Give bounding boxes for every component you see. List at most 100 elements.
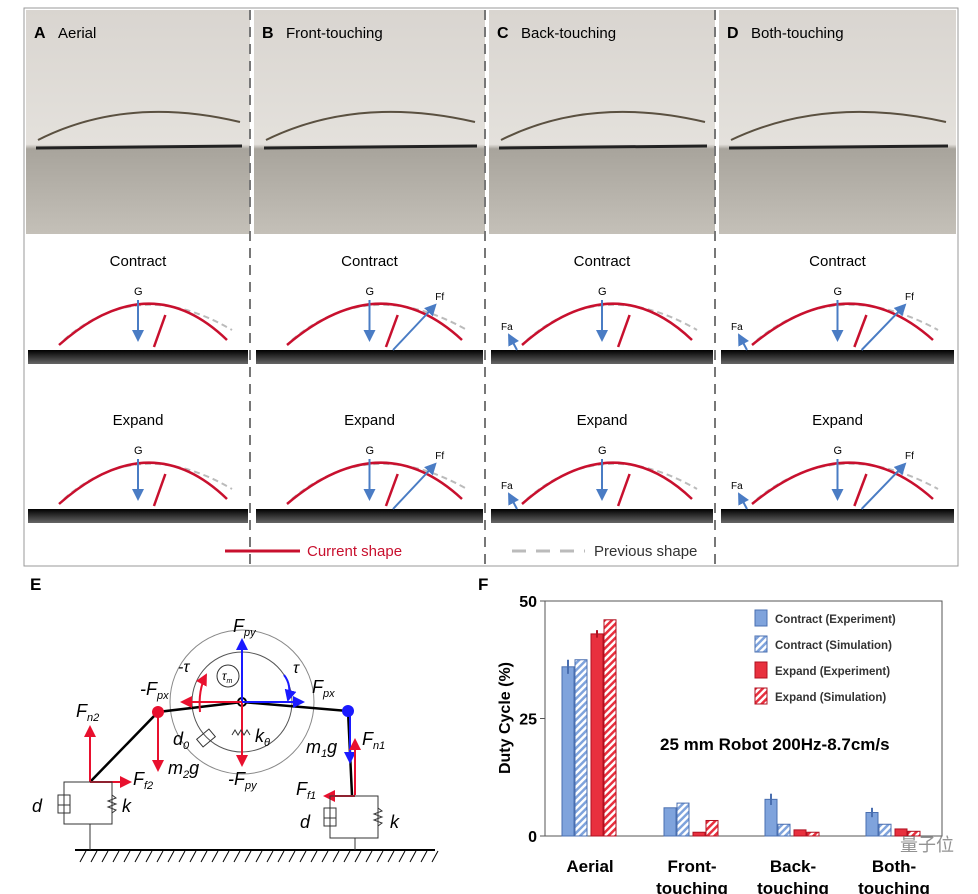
front-force-arrow: [392, 462, 437, 510]
label-m2g: m2g: [168, 758, 199, 781]
current-shape: [58, 461, 228, 505]
back-force-arrow: [738, 492, 749, 510]
gravity-label: G: [134, 286, 143, 298]
front-force-arrow: [860, 462, 907, 510]
legend-swatch: [754, 687, 768, 705]
back-force-arrow: [508, 333, 519, 351]
robot-photo: [254, 10, 485, 234]
label-tau: τ: [293, 660, 300, 677]
gravity-label: G: [834, 286, 843, 298]
bar-expand-simulation--3: [907, 830, 921, 837]
photo-surface: [498, 144, 708, 150]
legend-label: Contract (Experiment): [775, 614, 896, 626]
ground-hatch: [189, 850, 197, 863]
ground-hatch: [233, 850, 241, 863]
gravity-label: G: [598, 286, 607, 298]
ground-hatch: [79, 850, 87, 863]
current-shape: [751, 461, 934, 505]
ground-hatch: [222, 850, 230, 863]
front-force-label: Ff: [905, 292, 914, 303]
top-legend: Current shape Previous shape: [225, 543, 697, 560]
bar-contract-simulation--0: [574, 659, 588, 837]
ground-hatch: [299, 850, 307, 863]
panel-f: F Duty Cycle (%) 0 25 50 Aerial Front-touch…: [478, 575, 954, 894]
ground: [28, 509, 248, 523]
photo-robot: [265, 110, 476, 141]
bar-expand-experiment--0: [590, 633, 604, 837]
ground-hatch: [288, 850, 296, 863]
ground: [28, 350, 248, 364]
expand-label: Expand: [113, 412, 164, 429]
panel-letter: B: [262, 25, 274, 42]
label-ff1: Ff1: [296, 779, 316, 802]
current-shape: [521, 302, 693, 346]
ground-hatch: [90, 850, 98, 863]
label-neg-tau: -τ: [178, 659, 190, 676]
ground-hatch: [134, 850, 142, 863]
panel-f-letter: F: [478, 575, 488, 594]
contract-label: Contract: [574, 253, 632, 270]
ground: [491, 350, 713, 364]
y-axis-label: Duty Cycle (%): [497, 662, 514, 774]
left-damper-spring: [57, 781, 118, 850]
robot-leg: [152, 314, 167, 348]
label-tau-m: τm: [222, 669, 233, 685]
front-force-label: Ff: [435, 292, 444, 303]
ground-hatch: [101, 850, 109, 863]
torsion-damper: [195, 728, 217, 748]
panel-d: D Both-touching Contract G Ff Fa Expand G Ff Fa: [714, 10, 956, 566]
robot-leg: [384, 314, 399, 348]
bar-contract-experiment--0: [561, 666, 575, 837]
front-force-arrow: [392, 303, 437, 351]
bar-contract-simulation--3: [878, 823, 892, 837]
back-force-label: Fa: [501, 481, 513, 492]
ground-hatch: [244, 850, 252, 863]
gravity-label: G: [134, 445, 143, 457]
label-ff2: Ff2: [133, 769, 153, 792]
panel-title: Back-touching: [521, 25, 616, 42]
ground: [721, 509, 954, 523]
panel-letter: C: [497, 25, 509, 42]
gravity-label: G: [834, 445, 843, 457]
torsion-spring: [231, 729, 251, 736]
ground: [721, 350, 954, 364]
panel-e-letter: E: [30, 575, 41, 594]
bar-expand-simulation--0: [603, 619, 617, 837]
ground-hatch: [167, 850, 175, 863]
y-tick-label: 0: [528, 829, 537, 846]
ground-hatch: [398, 850, 406, 863]
robot-leg: [616, 473, 631, 507]
panel-b: B Front-touching Contract G Ff Expand G Ff: [249, 10, 485, 566]
back-force-arrow: [508, 492, 519, 510]
current-shape: [751, 302, 934, 346]
ground: [256, 350, 483, 364]
ground-hatch: [156, 850, 164, 863]
label-d-right: d: [300, 812, 311, 832]
robot-photo: [489, 10, 715, 234]
ground-hatch: [266, 850, 274, 863]
contract-label: Contract: [110, 253, 168, 270]
label-fpx: Fpx: [312, 677, 335, 700]
contract-label: Contract: [341, 253, 399, 270]
current-shape-label: Current shape: [307, 543, 402, 560]
label-fpy: Fpy: [233, 616, 257, 639]
photo-robot: [37, 110, 241, 141]
legend-label: Contract (Simulation): [775, 640, 892, 652]
front-force-arrow: [860, 303, 907, 351]
ground-hatch: [332, 850, 340, 863]
ground-hatch: [376, 850, 384, 863]
legend-label: Expand (Simulation): [775, 692, 886, 704]
ground-hatch: [420, 850, 428, 863]
panel-letter: A: [34, 25, 46, 42]
bar-expand-experiment--2: [793, 829, 807, 837]
label-fn2: Fn2: [76, 701, 99, 724]
panel-frame: [23, 7, 959, 567]
robot-leg: [853, 314, 868, 348]
expand-label: Expand: [344, 412, 395, 429]
chart-annotation: 25 mm Robot 200Hz-8.7cm/s: [660, 735, 890, 754]
tau-m-circle: [216, 664, 240, 688]
robot-leg: [384, 473, 399, 507]
expand-label: Expand: [577, 412, 628, 429]
